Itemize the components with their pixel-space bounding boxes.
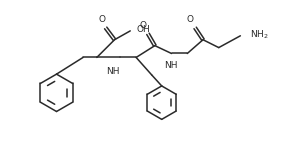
Text: O: O — [98, 15, 105, 24]
Text: O: O — [187, 15, 194, 24]
Text: NH: NH — [164, 61, 177, 70]
Text: NH$_2$: NH$_2$ — [250, 29, 269, 41]
Text: O: O — [139, 21, 146, 30]
Text: OH: OH — [136, 25, 150, 34]
Text: NH: NH — [106, 67, 119, 76]
